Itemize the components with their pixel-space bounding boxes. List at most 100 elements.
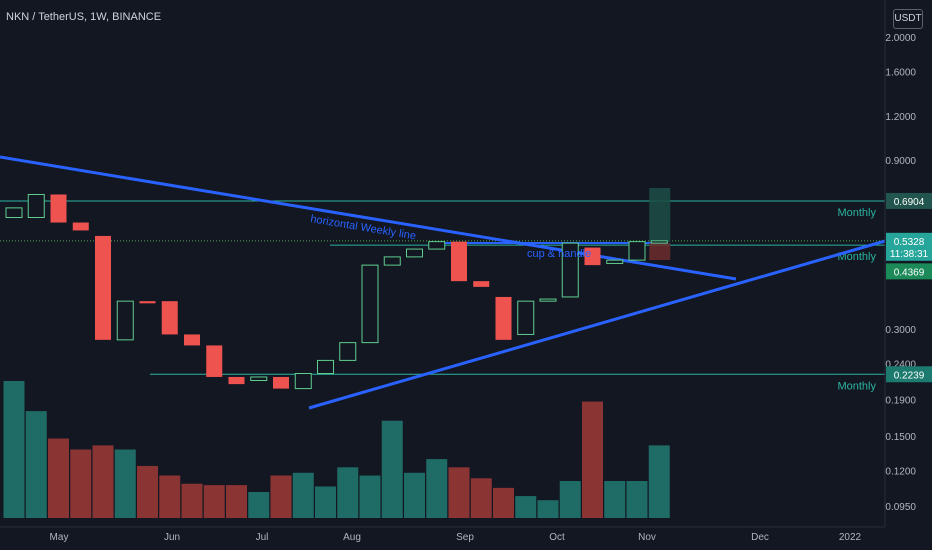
candle-down bbox=[184, 334, 200, 346]
candle-down bbox=[273, 376, 289, 389]
y-tick-label: 0.3000 bbox=[885, 325, 916, 336]
volume-bar bbox=[537, 500, 559, 518]
descending-trendline bbox=[0, 155, 737, 281]
price-axis: 2.0000 1.6000 1.2000 0.9000 0.3000 0.2400 0.19… bbox=[884, 0, 932, 527]
volume-bar bbox=[381, 420, 403, 518]
candle-down bbox=[72, 222, 89, 231]
x-tick-label: 2022 bbox=[839, 532, 862, 543]
volume-bar bbox=[404, 472, 425, 518]
volume-bar bbox=[114, 449, 136, 518]
volume-bar bbox=[359, 475, 381, 518]
y-tick-label: 0.1200 bbox=[885, 466, 916, 477]
price-candles bbox=[5, 193, 668, 390]
level-tag-label: 0.6904 bbox=[894, 197, 925, 208]
volume-bar bbox=[604, 481, 626, 518]
level-tag-label: 0.2239 bbox=[894, 370, 925, 381]
currency-button[interactable]: USDT bbox=[893, 9, 923, 29]
volume-bar bbox=[337, 467, 359, 518]
x-tick-label: Jul bbox=[256, 532, 269, 543]
candle-down bbox=[161, 301, 178, 335]
candle-up bbox=[406, 248, 423, 258]
volume-bar bbox=[315, 486, 336, 518]
candle-down bbox=[95, 235, 111, 340]
candle-up bbox=[116, 300, 134, 341]
level-label: Monthly bbox=[837, 251, 876, 263]
candle-down bbox=[228, 376, 245, 385]
volume-bar bbox=[582, 401, 603, 518]
candle-up bbox=[294, 373, 312, 390]
volume-bar bbox=[70, 449, 92, 518]
volume-bar bbox=[448, 467, 470, 518]
annotation-cup-handle: cup & handle bbox=[527, 248, 591, 260]
volume-bar bbox=[248, 491, 270, 518]
candle-up bbox=[250, 376, 268, 382]
candle-up bbox=[628, 241, 646, 261]
candle-down bbox=[139, 301, 156, 304]
candle-down bbox=[50, 194, 67, 223]
candle-up bbox=[361, 264, 379, 344]
x-tick-label: Nov bbox=[638, 532, 656, 543]
candle-down bbox=[473, 281, 490, 287]
candle-up bbox=[317, 359, 334, 375]
x-tick-label: Oct bbox=[549, 532, 565, 543]
volume-bar bbox=[270, 475, 292, 518]
candle-up bbox=[650, 240, 668, 244]
candle-up bbox=[517, 300, 535, 335]
volume-bar bbox=[515, 496, 537, 518]
candle-down bbox=[584, 247, 601, 266]
support-resistance-levels: Monthly Monthly Monthly bbox=[0, 200, 885, 392]
volume-bar bbox=[559, 481, 581, 518]
x-tick-label: Dec bbox=[751, 532, 769, 543]
y-tick-label: 0.1900 bbox=[885, 396, 916, 407]
candle-up bbox=[27, 193, 45, 218]
volume-bar bbox=[648, 445, 670, 518]
candle-down bbox=[495, 296, 512, 340]
volume-bar bbox=[137, 465, 158, 518]
ascending-trendline bbox=[308, 239, 886, 410]
volume-bar bbox=[25, 411, 47, 518]
volume-bars bbox=[3, 381, 670, 518]
candle-up bbox=[539, 298, 557, 302]
y-tick-label: 0.1500 bbox=[885, 432, 916, 443]
level-tag bbox=[886, 192, 932, 209]
chart-title: NKN / TetherUS, 1W, BINANCE bbox=[6, 11, 162, 23]
candle-up bbox=[339, 342, 357, 361]
volume-bar bbox=[626, 481, 648, 518]
x-tick-label: May bbox=[50, 532, 69, 543]
volume-bar bbox=[292, 472, 314, 518]
y-tick-label: 1.6000 bbox=[885, 68, 916, 79]
price-tag-value: 0.4369 bbox=[894, 267, 925, 278]
y-tick-label: 2.0000 bbox=[885, 33, 916, 44]
level-tag bbox=[886, 366, 932, 383]
price-tag-countdown: 11:38:31 bbox=[890, 249, 929, 260]
candle-up bbox=[383, 256, 401, 266]
candle-up bbox=[428, 241, 446, 250]
level-label: Monthly bbox=[837, 207, 876, 219]
candle-down bbox=[206, 345, 223, 377]
time-axis: May Jun Jul Aug Sep Oct Nov Dec 2022 bbox=[0, 526, 885, 543]
volume-bar bbox=[181, 483, 203, 518]
trend-lines bbox=[0, 155, 886, 410]
candle-up bbox=[5, 207, 23, 218]
y-tick-label: 1.2000 bbox=[885, 112, 916, 123]
volume-bar bbox=[470, 478, 492, 518]
y-tick-label: 0.0950 bbox=[885, 502, 916, 513]
price-tag bbox=[886, 263, 932, 280]
x-tick-label: Sep bbox=[456, 532, 474, 543]
volume-bar bbox=[48, 438, 69, 518]
volume-bar bbox=[493, 487, 514, 518]
volume-bar bbox=[203, 485, 225, 518]
stop-box bbox=[649, 243, 671, 260]
candle-up bbox=[561, 242, 579, 298]
candle-up bbox=[606, 259, 624, 264]
volume-bar bbox=[3, 381, 25, 518]
y-tick-label: 0.9000 bbox=[885, 156, 916, 167]
volume-bar bbox=[92, 445, 114, 518]
level-label: Monthly bbox=[837, 380, 876, 392]
candle-down bbox=[451, 241, 467, 282]
volume-bar bbox=[426, 459, 448, 518]
volume-bar bbox=[226, 485, 247, 518]
target-box bbox=[649, 188, 671, 242]
x-tick-label: Aug bbox=[343, 532, 361, 543]
